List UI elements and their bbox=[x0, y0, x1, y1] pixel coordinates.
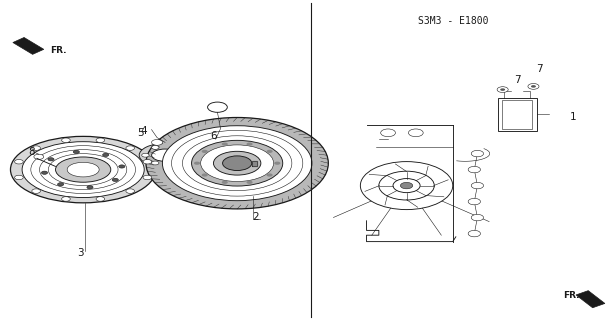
Circle shape bbox=[62, 138, 70, 142]
Circle shape bbox=[143, 159, 152, 164]
Circle shape bbox=[142, 153, 149, 157]
Text: 1: 1 bbox=[570, 112, 577, 122]
Circle shape bbox=[96, 197, 105, 201]
Circle shape bbox=[152, 161, 159, 165]
Circle shape bbox=[408, 129, 423, 137]
Circle shape bbox=[152, 146, 159, 149]
Circle shape bbox=[57, 183, 63, 186]
Circle shape bbox=[119, 165, 125, 168]
Text: 3: 3 bbox=[77, 248, 83, 258]
Circle shape bbox=[468, 198, 480, 205]
Text: 6: 6 bbox=[210, 131, 216, 141]
Circle shape bbox=[471, 150, 484, 157]
Circle shape bbox=[34, 154, 44, 159]
Circle shape bbox=[103, 153, 109, 156]
Text: 7: 7 bbox=[514, 75, 521, 85]
Circle shape bbox=[201, 150, 208, 153]
Circle shape bbox=[267, 150, 273, 153]
Circle shape bbox=[62, 197, 70, 201]
Circle shape bbox=[393, 179, 420, 193]
Ellipse shape bbox=[139, 143, 191, 167]
Circle shape bbox=[381, 129, 395, 137]
Ellipse shape bbox=[22, 142, 144, 197]
Text: 2: 2 bbox=[253, 212, 259, 222]
Circle shape bbox=[48, 158, 54, 161]
Text: S3M3 - E1800: S3M3 - E1800 bbox=[418, 16, 488, 26]
Circle shape bbox=[379, 171, 434, 200]
Circle shape bbox=[471, 182, 484, 189]
Circle shape bbox=[152, 140, 163, 145]
Ellipse shape bbox=[146, 117, 328, 209]
Circle shape bbox=[471, 214, 484, 221]
Text: 4: 4 bbox=[140, 126, 147, 136]
Text: FR.: FR. bbox=[50, 46, 67, 55]
Bar bbox=[502, 100, 532, 129]
Circle shape bbox=[531, 85, 536, 88]
Circle shape bbox=[96, 138, 105, 142]
Ellipse shape bbox=[222, 156, 252, 171]
Circle shape bbox=[274, 162, 280, 165]
Circle shape bbox=[208, 102, 227, 112]
Ellipse shape bbox=[67, 162, 99, 177]
Circle shape bbox=[222, 181, 228, 184]
Polygon shape bbox=[13, 37, 44, 54]
Circle shape bbox=[32, 146, 41, 150]
Circle shape bbox=[500, 88, 505, 91]
Circle shape bbox=[400, 182, 413, 189]
Circle shape bbox=[222, 142, 228, 146]
Circle shape bbox=[194, 162, 200, 165]
Circle shape bbox=[126, 189, 134, 193]
Circle shape bbox=[87, 186, 93, 189]
Circle shape bbox=[73, 150, 79, 154]
Circle shape bbox=[171, 146, 179, 149]
Circle shape bbox=[171, 161, 179, 165]
Text: 5: 5 bbox=[137, 128, 144, 138]
Circle shape bbox=[32, 189, 41, 193]
Text: 8: 8 bbox=[29, 147, 35, 157]
Ellipse shape bbox=[192, 140, 283, 186]
Circle shape bbox=[246, 142, 253, 146]
Circle shape bbox=[360, 162, 453, 210]
Ellipse shape bbox=[201, 145, 274, 181]
Circle shape bbox=[528, 84, 539, 89]
Circle shape bbox=[267, 173, 273, 177]
Text: 7: 7 bbox=[536, 64, 542, 74]
Circle shape bbox=[468, 166, 480, 173]
Circle shape bbox=[181, 153, 188, 157]
Circle shape bbox=[41, 171, 47, 174]
Bar bbox=[498, 98, 537, 131]
Circle shape bbox=[126, 146, 134, 150]
Circle shape bbox=[497, 87, 508, 92]
Ellipse shape bbox=[214, 151, 261, 175]
Ellipse shape bbox=[152, 149, 179, 161]
Circle shape bbox=[15, 175, 23, 180]
Ellipse shape bbox=[10, 136, 156, 203]
Circle shape bbox=[112, 178, 118, 181]
Polygon shape bbox=[252, 161, 257, 166]
Circle shape bbox=[143, 175, 152, 180]
Circle shape bbox=[201, 173, 208, 177]
Circle shape bbox=[246, 181, 253, 184]
Text: FR.: FR. bbox=[563, 292, 580, 300]
Polygon shape bbox=[576, 291, 605, 308]
Ellipse shape bbox=[55, 157, 111, 182]
Circle shape bbox=[468, 230, 480, 237]
Ellipse shape bbox=[163, 126, 312, 201]
Circle shape bbox=[15, 159, 23, 164]
